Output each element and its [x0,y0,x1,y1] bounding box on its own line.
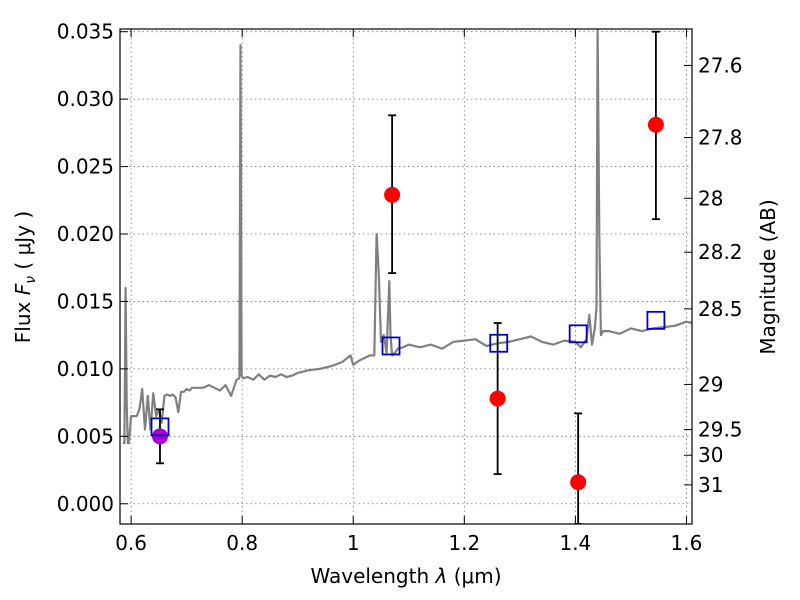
grid-lines [120,29,692,524]
model-photometry-square [381,336,401,356]
y-tick-label: 0.025 [57,155,114,179]
model-photometry-square [489,333,509,353]
x-tick-label: 1.2 [448,531,480,555]
x-tick-label: 1 [347,531,360,555]
y-tick-label: 0.005 [57,424,114,448]
plot-area [122,29,692,524]
axis-ticks: 0.6 0.8 1 1.2 1.4 1.6 0.000 0.005 0.010 0.015 0.02… [57,20,743,555]
y2-tick-label: 29.5 [698,418,743,442]
x-tick-label: 0.6 [115,531,147,555]
y-tick-label: 0.000 [57,492,114,516]
y-tick-label: 0.010 [57,357,114,381]
model-photometry-square [646,310,666,330]
x-axis-label-symbol: λ [435,564,448,588]
y2-tick-label: 30 [698,443,723,467]
observed-flux-point [570,474,587,491]
y2-tick-label: 28.5 [698,297,743,321]
y-tick-label: 0.030 [57,87,114,111]
y-axis-label: Flux Fν ( μJy ) [11,211,40,343]
y-tick-label: 0.035 [57,20,114,44]
model-spectrum-line [122,29,692,445]
y2-tick-label: 29 [698,372,723,396]
x-axis-label-text: Wavelength [310,564,429,588]
x-tick-label: 1.6 [671,531,703,555]
y2-axis-label: Magnitude (AB) [756,199,780,354]
observed-flux-point [489,390,506,407]
plot-content [122,29,692,524]
observed-flux-point [647,116,664,133]
observed-flux-point [384,186,401,203]
model-photometry-square [150,417,170,437]
y-axis-label-symbol: F [11,283,35,295]
x-tick-label: 1.4 [559,531,591,555]
x-axis-label: Wavelength λ (μm) [310,564,501,588]
model-photometry-square [568,324,588,344]
y-tick-label: 0.015 [57,289,114,313]
plot-frame [119,28,693,525]
x-axis-label-unit: (μm) [454,564,502,588]
y2-tick-label: 28.2 [698,240,743,264]
observed-optical-point [151,428,168,445]
y-axis-label-text: Flux [11,301,35,343]
y-tick-label: 0.020 [57,222,114,246]
y2-tick-label: 31 [698,473,723,497]
y-axis-label-unit: ( μJy ) [11,211,35,270]
x-tick-label: 0.8 [226,531,258,555]
y2-tick-label: 27.6 [698,53,743,77]
y2-tick-label: 28 [698,186,723,210]
y2-tick-label: 27.8 [698,126,743,150]
y-axis-label-subscript: ν [23,276,39,284]
